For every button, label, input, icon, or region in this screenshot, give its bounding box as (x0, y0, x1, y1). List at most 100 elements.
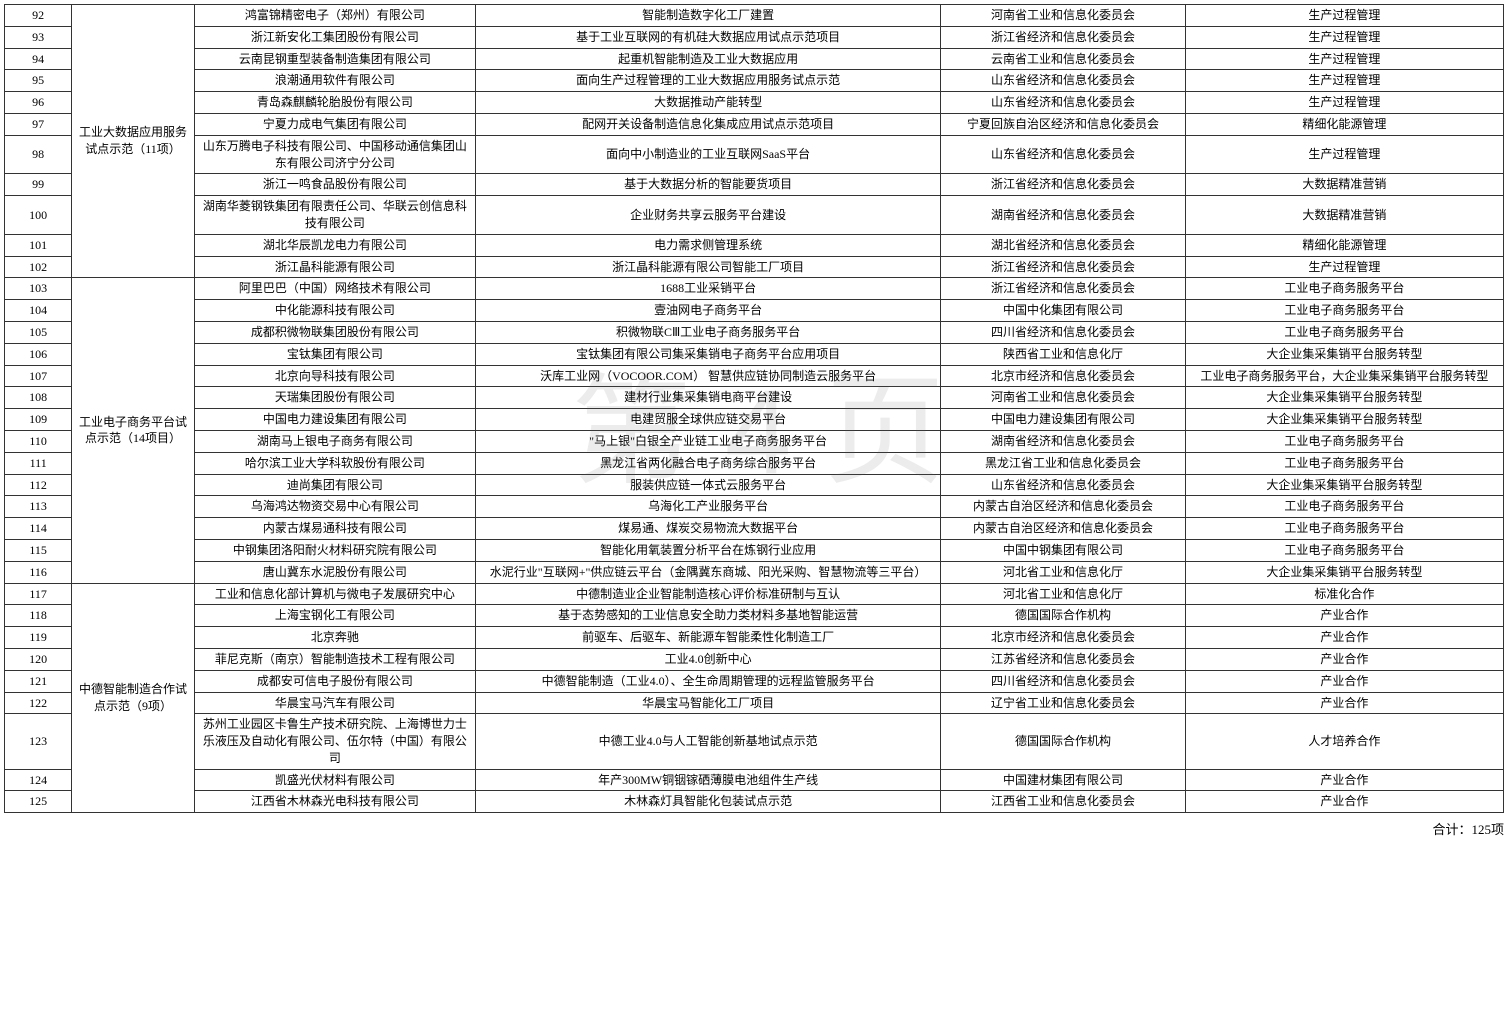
company-cell: 苏州工业园区卡鲁生产技术研究院、上海博世力士乐液压及自动化有限公司、伍尔特（中国… (194, 714, 475, 769)
row-index: 106 (5, 343, 72, 365)
type-cell: 生产过程管理 (1185, 92, 1503, 114)
type-cell: 工业电子商务服务平台 (1185, 539, 1503, 561)
table-row: 110湖南马上银电子商务有限公司"马上银"白银全产业链工业电子商务服务平台湖南省… (5, 430, 1504, 452)
row-index: 123 (5, 714, 72, 769)
row-index: 115 (5, 539, 72, 561)
type-cell: 大企业集采集销平台服务转型 (1185, 561, 1503, 583)
type-cell: 产业合作 (1185, 692, 1503, 714)
agency-cell: 中国建材集团有限公司 (941, 769, 1186, 791)
company-cell: 浙江一鸣食品股份有限公司 (194, 174, 475, 196)
agency-cell: 四川省经济和信息化委员会 (941, 670, 1186, 692)
company-cell: 迪尚集团有限公司 (194, 474, 475, 496)
type-cell: 大数据精准营销 (1185, 196, 1503, 235)
total-footer: 合计：125项 (4, 813, 1508, 838)
table-row: 117中德智能制造合作试点示范（9项）工业和信息化部计算机与微电子发展研究中心中… (5, 583, 1504, 605)
table-row: 103工业电子商务平台试点示范（14项目）阿里巴巴（中国）网络技术有限公司168… (5, 278, 1504, 300)
table-row: 108天瑞集团股份有限公司建材行业集采集销电商平台建设河南省工业和信息化委员会大… (5, 387, 1504, 409)
agency-cell: 德国国际合作机构 (941, 714, 1186, 769)
company-cell: 唐山冀东水泥股份有限公司 (194, 561, 475, 583)
type-cell: 工业电子商务服务平台 (1185, 452, 1503, 474)
row-index: 105 (5, 321, 72, 343)
table-row: 124凯盛光伏材料有限公司年产300MW铜铟镓硒薄膜电池组件生产线中国建材集团有… (5, 769, 1504, 791)
agency-cell: 云南省工业和信息化委员会 (941, 48, 1186, 70)
company-cell: 鸿富锦精密电子（郑州）有限公司 (194, 5, 475, 27)
row-index: 94 (5, 48, 72, 70)
type-cell: 工业电子商务服务平台 (1185, 430, 1503, 452)
row-index: 109 (5, 409, 72, 431)
table-row: 109中国电力建设集团有限公司电建贸服全球供应链交易平台中国电力建设集团有限公司… (5, 409, 1504, 431)
company-cell: 云南昆钢重型装备制造集团有限公司 (194, 48, 475, 70)
table-row: 98山东万腾电子科技有限公司、中国移动通信集团山东有限公司济宁分公司面向中小制造… (5, 135, 1504, 174)
project-cell: 基于态势感知的工业信息安全助力类材料多基地智能运营 (476, 605, 941, 627)
row-index: 112 (5, 474, 72, 496)
table-row: 100湖南华菱钢铁集团有限责任公司、华联云创信息科技有限公司企业财务共享云服务平… (5, 196, 1504, 235)
row-index: 98 (5, 135, 72, 174)
agency-cell: 浙江省经济和信息化委员会 (941, 278, 1186, 300)
project-cell: 木林森灯具智能化包装试点示范 (476, 791, 941, 813)
row-index: 125 (5, 791, 72, 813)
project-cell: 智能化用氧装置分析平台在炼钢行业应用 (476, 539, 941, 561)
company-cell: 浙江晶科能源有限公司 (194, 256, 475, 278)
agency-cell: 浙江省经济和信息化委员会 (941, 26, 1186, 48)
table-row: 122华晨宝马汽车有限公司华晨宝马智能化工厂项目辽宁省工业和信息化委员会产业合作 (5, 692, 1504, 714)
agency-cell: 河北省工业和信息化厅 (941, 561, 1186, 583)
row-index: 101 (5, 234, 72, 256)
company-cell: 菲尼克斯（南京）智能制造技术工程有限公司 (194, 648, 475, 670)
project-cell: 黑龙江省两化融合电子商务综合服务平台 (476, 452, 941, 474)
agency-cell: 辽宁省工业和信息化委员会 (941, 692, 1186, 714)
agency-cell: 浙江省经济和信息化委员会 (941, 174, 1186, 196)
project-cell: 企业财务共享云服务平台建设 (476, 196, 941, 235)
project-cell: 起重机智能制造及工业大数据应用 (476, 48, 941, 70)
type-cell: 工业电子商务服务平台 (1185, 321, 1503, 343)
project-cell: 面向生产过程管理的工业大数据应用服务试点示范 (476, 70, 941, 92)
agency-cell: 中国电力建设集团有限公司 (941, 409, 1186, 431)
company-cell: 乌海鸿达物资交易中心有限公司 (194, 496, 475, 518)
project-cell: 浙江晶科能源有限公司智能工厂项目 (476, 256, 941, 278)
company-cell: 宝钛集团有限公司 (194, 343, 475, 365)
project-cell: 服装供应链一体式云服务平台 (476, 474, 941, 496)
project-cell: 宝钛集团有限公司集采集销电子商务平台应用项目 (476, 343, 941, 365)
row-index: 104 (5, 300, 72, 322)
type-cell: 生产过程管理 (1185, 5, 1503, 27)
agency-cell: 浙江省经济和信息化委员会 (941, 256, 1186, 278)
project-cell: 年产300MW铜铟镓硒薄膜电池组件生产线 (476, 769, 941, 791)
agency-cell: 山东省经济和信息化委员会 (941, 135, 1186, 174)
type-cell: 生产过程管理 (1185, 70, 1503, 92)
table-row: 94 云南昆钢重型装备制造集团有限公司起重机智能制造及工业大数据应用云南省工业和信… (5, 48, 1504, 70)
company-cell: 山东万腾电子科技有限公司、中国移动通信集团山东有限公司济宁分公司 (194, 135, 475, 174)
table-row: 111哈尔滨工业大学科软股份有限公司黑龙江省两化融合电子商务综合服务平台黑龙江省… (5, 452, 1504, 474)
table-row: 107北京向导科技有限公司沃库工业网（VOCOOR.COM） 智慧供应链协同制造… (5, 365, 1504, 387)
table-row: 116唐山冀东水泥股份有限公司水泥行业"互联网+"供应链云平台（金隅冀东商城、阳… (5, 561, 1504, 583)
project-cell: 基于工业互联网的有机硅大数据应用试点示范项目 (476, 26, 941, 48)
table-row: 105成都积微物联集团股份有限公司积微物联CⅢ工业电子商务服务平台四川省经济和信… (5, 321, 1504, 343)
project-cell: 1688工业采销平台 (476, 278, 941, 300)
agency-cell: 中国中钢集团有限公司 (941, 539, 1186, 561)
company-cell: 中钢集团洛阳耐火材料研究院有限公司 (194, 539, 475, 561)
table-row: 93浙江新安化工集团股份有限公司基于工业互联网的有机硅大数据应用试点示范项目浙江… (5, 26, 1504, 48)
type-cell: 产业合作 (1185, 670, 1503, 692)
row-index: 97 (5, 113, 72, 135)
row-index: 95 (5, 70, 72, 92)
row-index: 117 (5, 583, 72, 605)
agency-cell: 德国国际合作机构 (941, 605, 1186, 627)
agency-cell: 河南省工业和信息化委员会 (941, 5, 1186, 27)
table-row: 97宁夏力成电气集团有限公司配网开关设备制造信息化集成应用试点示范项目宁夏回族自… (5, 113, 1504, 135)
company-cell: 天瑞集团股份有限公司 (194, 387, 475, 409)
agency-cell: 湖南省经济和信息化委员会 (941, 430, 1186, 452)
row-index: 93 (5, 26, 72, 48)
row-index: 124 (5, 769, 72, 791)
agency-cell: 江苏省经济和信息化委员会 (941, 648, 1186, 670)
company-cell: 湖南华菱钢铁集团有限责任公司、华联云创信息科技有限公司 (194, 196, 475, 235)
company-cell: 华晨宝马汽车有限公司 (194, 692, 475, 714)
agency-cell: 四川省经济和信息化委员会 (941, 321, 1186, 343)
table-row: 125江西省木林森光电科技有限公司木林森灯具智能化包装试点示范江西省工业和信息化… (5, 791, 1504, 813)
table-row: 113乌海鸿达物资交易中心有限公司乌海化工产业服务平台内蒙古自治区经济和信息化委… (5, 496, 1504, 518)
agency-cell: 山东省经济和信息化委员会 (941, 70, 1186, 92)
category-cell: 工业大数据应用服务试点示范（11项） (72, 5, 194, 278)
project-cell: 智能制造数字化工厂建置 (476, 5, 941, 27)
type-cell: 工业电子商务服务平台，大企业集采集销平台服务转型 (1185, 365, 1503, 387)
project-cell: 基于大数据分析的智能要货项目 (476, 174, 941, 196)
company-cell: 中化能源科技有限公司 (194, 300, 475, 322)
table-row: 95浪潮通用软件有限公司面向生产过程管理的工业大数据应用服务试点示范山东省经济和… (5, 70, 1504, 92)
project-cell: 电力需求侧管理系统 (476, 234, 941, 256)
